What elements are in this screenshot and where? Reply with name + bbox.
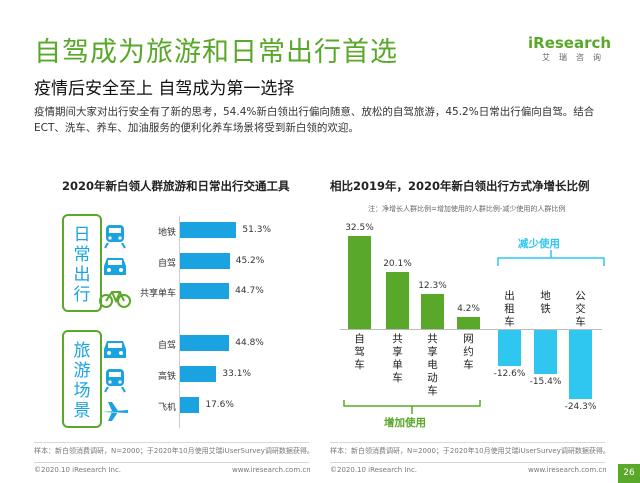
- left-bar: [180, 335, 230, 351]
- decrease-label: 减少使用: [518, 238, 560, 250]
- left-chart-axis: [179, 216, 180, 428]
- footer-divider-left: [34, 442, 309, 443]
- right-bar: [498, 330, 521, 366]
- left-category-label: 地铁: [157, 228, 176, 238]
- logo-cn: 艾瑞咨询: [542, 53, 610, 62]
- iresearch-logo: iResearch 艾瑞咨询: [528, 34, 618, 63]
- right-bar-value: -15.4%: [529, 376, 562, 387]
- left-category-label: 自驾: [157, 341, 176, 351]
- daily-group-label: 日常出行: [73, 225, 91, 305]
- right-category-label: 公交车: [575, 290, 586, 328]
- footer-line-left: [34, 462, 309, 463]
- copyright-right: ©2020.10 iResearch Inc.: [330, 466, 418, 474]
- right-category-label: 自驾车: [354, 333, 365, 371]
- right-bar: [421, 293, 444, 329]
- right-category-label: 地铁: [540, 290, 551, 315]
- right-bar: [569, 330, 592, 400]
- source-note-right: 样本：新白领消费调研，N=2000；于2020年10月使用艾瑞iUserSurv…: [330, 447, 610, 455]
- left-bar-value: 51.3%: [242, 225, 272, 235]
- source-note-left: 样本：新白领消费调研，N=2000；于2020年10月使用艾瑞iUserSurv…: [34, 447, 314, 455]
- page-title: 自驾成为旅游和日常出行首选: [34, 37, 398, 68]
- right-bar-value: -12.6%: [493, 368, 526, 379]
- zero-axis: [340, 329, 602, 330]
- right-chart-title: 相比2019年，2020年新白领出行方式净增长比例: [330, 179, 590, 193]
- left-category-label: 自驾: [157, 259, 176, 269]
- right-bar: [386, 271, 409, 329]
- left-category-label: 高铁: [157, 372, 176, 382]
- left-chart-title: 2020年新白领人群旅游和日常出行交通工具: [62, 179, 290, 193]
- left-bar: [180, 222, 237, 238]
- left-bar-value: 33.1%: [222, 369, 251, 379]
- car-icon: [98, 336, 132, 362]
- right-bar: [457, 317, 480, 329]
- increase-brace: [343, 400, 481, 414]
- plane-icon: [98, 398, 132, 424]
- copyright-left: ©2020.10 iResearch Inc.: [34, 466, 122, 474]
- right-bar-value: 12.3%: [418, 280, 447, 291]
- right-category-label: 共享单车: [392, 333, 403, 384]
- footer-line-right: [330, 462, 605, 463]
- right-bar: [348, 236, 371, 329]
- right-chart-note: 注：净增长人群比例=增加使用的人群比例-减少使用的人群比例: [368, 205, 566, 213]
- train-icon: [98, 223, 132, 249]
- left-bar: [180, 253, 230, 269]
- travel-group-box: [62, 330, 102, 428]
- left-category-label: 共享单车: [139, 289, 176, 299]
- intro-text: 疫情期间大家对出行安全有了新的思考，54.4%新白领出行偏向随意、放松的自驾旅游…: [34, 106, 595, 134]
- left-bar: [180, 283, 230, 299]
- left-bar: [180, 366, 217, 382]
- travel-group-label: 旅游场景: [73, 341, 91, 421]
- site-right: www.iresearch.com.cn: [528, 466, 607, 474]
- right-bar-value: -24.3%: [564, 402, 597, 413]
- site-left: www.iresearch.com.cn: [232, 466, 311, 474]
- left-bar: [180, 397, 200, 413]
- footer-divider-right: [330, 442, 605, 443]
- page-number: 26: [618, 464, 640, 483]
- car-icon: [98, 253, 132, 279]
- right-category-label: 出租车: [504, 290, 515, 328]
- decrease-brace: [497, 250, 605, 266]
- right-bar-value: 4.2%: [457, 304, 480, 315]
- bicycle-icon: [98, 284, 132, 310]
- daily-group-box: [62, 214, 102, 312]
- left-bar-value: 17.6%: [205, 400, 234, 410]
- left-category-label: 飞机: [157, 403, 176, 413]
- left-bar-value: 44.7%: [235, 286, 264, 296]
- right-category-label: 网约车: [463, 333, 474, 371]
- logo-brand: iResearch: [528, 34, 612, 52]
- right-bar-value: 32.5%: [345, 223, 374, 234]
- right-bar: [534, 330, 557, 374]
- left-bar-value: 44.8%: [235, 338, 264, 348]
- page-subtitle: 疫情后安全至上 自驾成为第一选择: [34, 79, 295, 99]
- left-bar-value: 45.2%: [235, 256, 265, 266]
- train-icon: [98, 367, 132, 393]
- increase-label: 增加使用: [384, 417, 426, 429]
- right-category-label: 共享电动车: [427, 333, 438, 397]
- right-bar-value: 20.1%: [383, 258, 412, 269]
